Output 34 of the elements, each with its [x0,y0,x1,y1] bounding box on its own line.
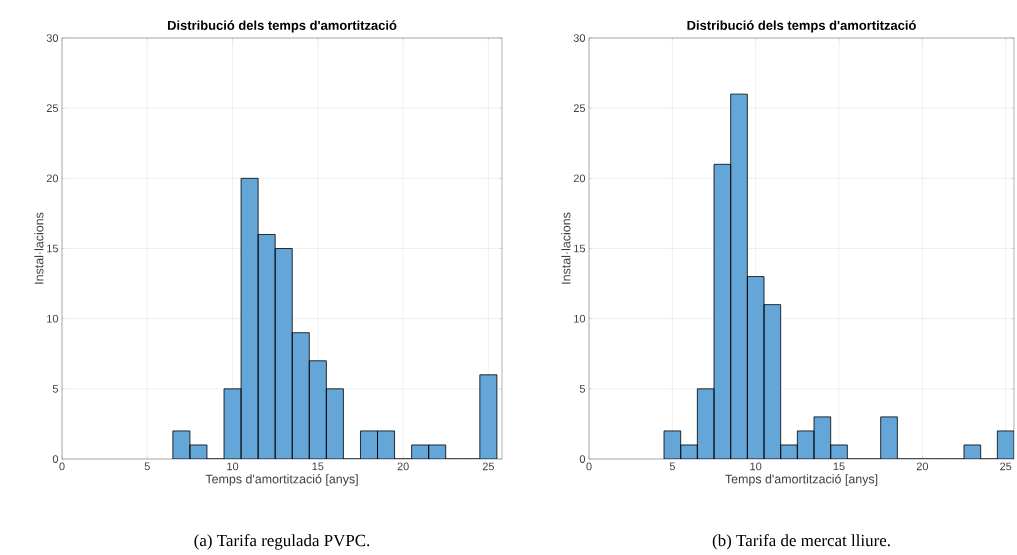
text: (a) Tarifa regulada PVPC. [194,534,370,550]
y-tick-label: 10 [574,314,586,323]
x-tick-label: 15 [833,462,845,471]
x-tick-label: 5 [669,462,675,471]
y-axis-title: Instal·lacions [34,212,44,284]
y-tick-label: 30 [46,34,59,42]
y-tick-label: 20 [46,174,59,183]
chart-title: Distribució dels temps d'amortització [167,20,397,33]
x-tick-label: 0 [59,462,65,471]
y-tick-label: 15 [47,244,59,253]
y-tick-label: 0 [52,455,59,463]
y-tick-label: 5 [52,385,59,393]
y-axis-title: Instal·lacions [561,212,571,284]
x-axis-title: Temps d'amortització [anys] [725,474,878,486]
y-tick-label: 0 [579,455,586,463]
x-tick-label: 15 [312,462,324,471]
x-tick-label: 25 [482,462,494,471]
y-tick-label: 15 [574,244,586,253]
x-axis-title: Temps d'amortització [anys] [205,474,358,486]
y-tick-label: 25 [46,104,59,113]
y-tick-label: 30 [573,34,586,42]
x-tick-label: 10 [750,462,762,471]
y-tick-label: 25 [573,104,586,113]
y-tick-label: 10 [47,314,59,323]
y-tick-label: 20 [573,174,586,183]
x-tick-label: 5 [144,462,150,471]
x-tick-label: 20 [916,462,928,471]
text: (b) Tarifa de mercat lliure. [712,534,890,550]
x-tick-label: 0 [586,462,592,471]
x-tick-label: 20 [397,462,409,471]
x-tick-label: 10 [227,462,239,471]
y-tick-label: 5 [579,385,586,393]
chart-title: Distribució dels temps d'amortització [687,20,916,33]
x-tick-label: 25 [1000,462,1012,471]
